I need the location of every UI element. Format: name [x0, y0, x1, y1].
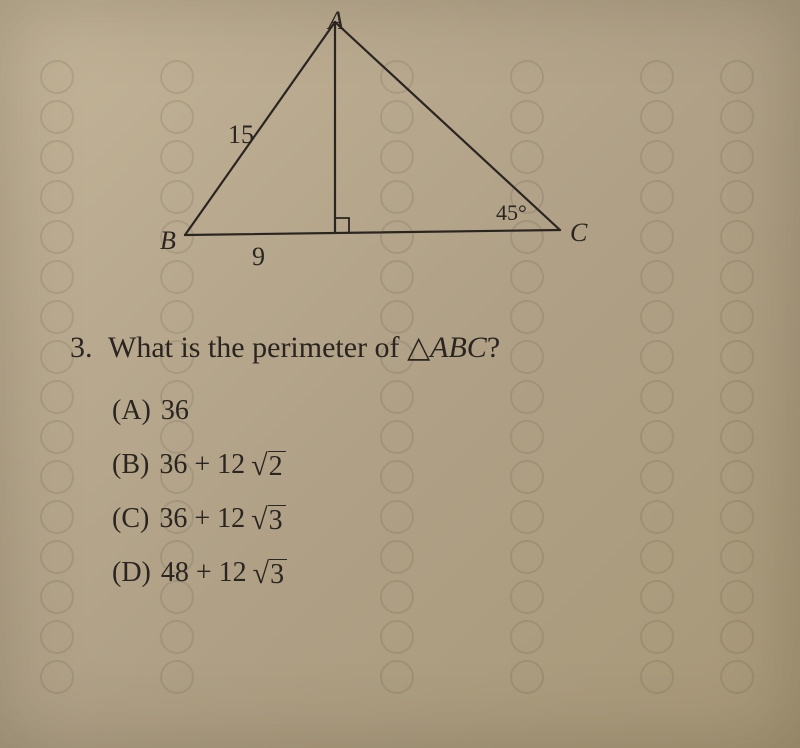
triangle-svg	[100, 10, 620, 270]
vertex-B-label: B	[160, 226, 176, 256]
question-number: 3.	[70, 331, 108, 365]
option-B: (B) 36 + 12 √ 2	[112, 449, 500, 481]
option-C: (C) 36 + 12 √ 3	[112, 503, 500, 535]
option-B-radicand: 2	[268, 451, 286, 483]
option-A-value: 36	[161, 395, 189, 427]
side-AB-label: 15	[228, 120, 254, 150]
question-line: 3. What is the perimeter of △ABC?	[70, 330, 500, 365]
question-block: 3. What is the perimeter of △ABC? (A) 36…	[70, 330, 500, 611]
vertex-A-label: A	[328, 6, 344, 36]
option-B-sqrt: √ 2	[251, 449, 285, 481]
option-D-radicand: 3	[269, 559, 287, 591]
triangle-diagram: A B C 15 9 45°	[100, 10, 620, 270]
option-D-prefix: 48 + 12	[161, 557, 247, 589]
option-C-label: (C)	[112, 503, 149, 535]
angle-C-label: 45°	[496, 200, 527, 226]
triangle-symbol: △	[407, 331, 430, 364]
option-B-prefix: 36 + 12	[159, 449, 245, 481]
option-D: (D) 48 + 12 √ 3	[112, 557, 500, 589]
triangle-name: ABC	[430, 331, 487, 364]
segment-9-label: 9	[252, 242, 265, 272]
sqrt-symbol: √	[251, 451, 267, 481]
page-background: A B C 15 9 45° 3. What is the perimeter …	[0, 0, 800, 748]
option-C-sqrt: √ 3	[251, 503, 285, 535]
option-B-label: (B)	[112, 449, 149, 481]
option-A-label: (A)	[112, 395, 151, 427]
q-suffix: ?	[487, 331, 500, 364]
q-prefix: What is the perimeter of	[108, 331, 407, 364]
sqrt-symbol: √	[251, 505, 267, 535]
option-C-prefix: 36 + 12	[159, 503, 245, 535]
question-text: What is the perimeter of △ABC?	[108, 330, 500, 365]
option-A: (A) 36	[112, 395, 500, 427]
vertex-C-label: C	[570, 218, 587, 248]
options-list: (A) 36 (B) 36 + 12 √ 2 (C) 36 + 12 √ 3	[112, 395, 500, 589]
option-D-label: (D)	[112, 557, 151, 589]
sqrt-symbol: √	[253, 559, 269, 589]
option-D-sqrt: √ 3	[253, 557, 287, 589]
option-C-radicand: 3	[268, 505, 286, 537]
